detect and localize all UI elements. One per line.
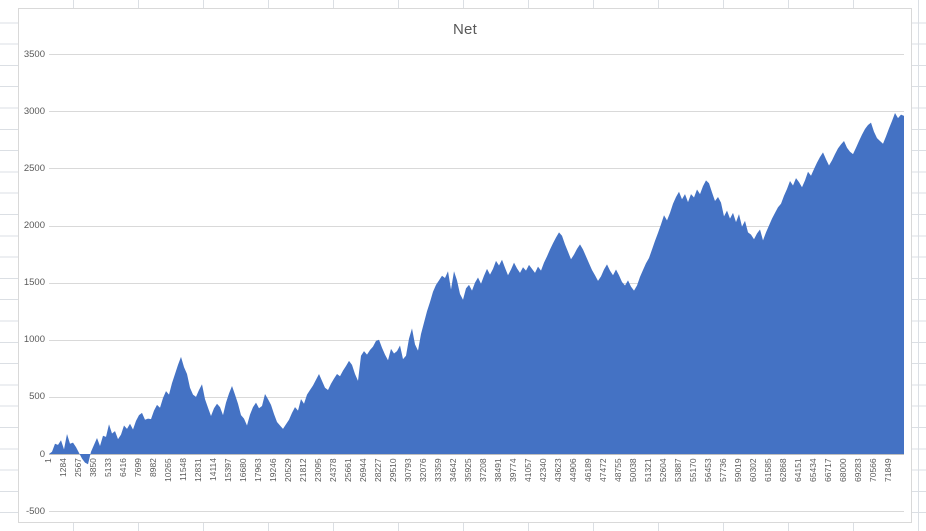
x-tick-label: 12831	[193, 458, 203, 482]
x-tick-label: 25661	[343, 458, 353, 482]
x-tick-label: 7699	[133, 458, 143, 477]
net-series-area[interactable]	[19, 9, 913, 524]
x-tick-label: 21812	[298, 458, 308, 482]
y-gridline	[49, 168, 904, 170]
x-tick-label: 65434	[808, 458, 818, 482]
x-tick-label: 52604	[658, 458, 668, 482]
y-tick-label: 2500	[23, 162, 45, 174]
x-tick-label: 5133	[103, 458, 113, 477]
chart-title[interactable]: Net	[453, 21, 477, 38]
x-tick-label: 6416	[118, 458, 128, 477]
x-tick-label: 55170	[688, 458, 698, 482]
y-gridline	[49, 225, 904, 227]
y-tick-label: 3000	[23, 105, 45, 117]
x-tick-label: 3850	[88, 458, 98, 477]
x-tick-label: 32076	[418, 458, 428, 482]
x-tick-label: 30793	[403, 458, 413, 482]
y-tick-label: 2000	[23, 220, 45, 231]
x-tick-label: 51321	[643, 458, 653, 482]
x-tick-label: 1	[43, 458, 53, 463]
y-tick-label: 3500	[23, 48, 45, 60]
x-tick-label: 35925	[463, 458, 473, 482]
x-tick-label: 68000	[838, 458, 848, 482]
area-series-shape[interactable]	[49, 112, 904, 465]
x-tick-label: 69283	[853, 458, 863, 482]
x-tick-label: 41057	[523, 458, 533, 482]
x-tick-label: 48755	[613, 458, 623, 482]
x-tick-label: 53887	[673, 458, 683, 482]
x-tick-label: 57736	[718, 458, 728, 482]
x-axis-line	[49, 454, 904, 455]
x-tick-label: 1284	[58, 458, 68, 477]
x-tick-label: 19246	[268, 458, 278, 482]
y-tick-label: 1500	[23, 277, 45, 289]
y-tick-label: 0	[39, 448, 45, 460]
y-tick-label: 500	[29, 391, 45, 403]
x-tick-label: 14114	[208, 458, 218, 482]
x-tick-label: 44906	[568, 458, 578, 482]
x-tick-label: 17963	[253, 458, 263, 482]
x-tick-label: 37208	[478, 458, 488, 482]
chart-object[interactable]: Net 3500 3000 2500 2000 1500 1000 500 0 -500 1 12…	[18, 8, 912, 523]
y-gridline	[49, 111, 904, 113]
x-tick-label: 10265	[163, 458, 173, 482]
x-tick-label: 47472	[598, 458, 608, 482]
x-tick-label: 43623	[553, 458, 563, 482]
x-tick-label: 59019	[733, 458, 743, 482]
x-tick-label: 50038	[628, 458, 638, 482]
x-tick-label: 70566	[868, 458, 878, 482]
x-tick-label: 2567	[73, 458, 83, 477]
y-tick-label: 1000	[23, 334, 45, 346]
x-tick-label: 26944	[358, 458, 368, 482]
x-tick-label: 56453	[703, 458, 713, 482]
x-tick-label: 71849	[883, 458, 893, 482]
x-tick-label: 38491	[493, 458, 503, 482]
x-tick-label: 11548	[178, 458, 188, 482]
x-tick-label: 62868	[778, 458, 788, 482]
x-tick-label: 34642	[448, 458, 458, 482]
x-tick-label: 29510	[388, 458, 398, 482]
y-gridline	[49, 54, 904, 56]
y-tick-label: -500	[25, 505, 45, 517]
x-tick-label: 42340	[538, 458, 548, 482]
x-tick-label: 64151	[793, 458, 803, 482]
x-tick-label: 60302	[748, 458, 758, 482]
x-tick-label: 46189	[583, 458, 593, 482]
x-tick-label: 15397	[223, 458, 233, 482]
x-tick-label: 8982	[148, 458, 158, 477]
y-gridline	[49, 511, 904, 513]
x-tick-label: 66717	[823, 458, 833, 482]
x-tick-label: 20529	[283, 458, 293, 482]
x-tick-label: 28227	[373, 458, 383, 482]
x-tick-label: 24378	[328, 458, 338, 482]
x-tick-label: 23095	[313, 458, 323, 482]
x-tick-label: 61585	[763, 458, 773, 482]
x-tick-label: 33359	[433, 458, 443, 482]
x-tick-label: 16680	[238, 458, 248, 482]
x-tick-label: 39774	[508, 458, 518, 482]
